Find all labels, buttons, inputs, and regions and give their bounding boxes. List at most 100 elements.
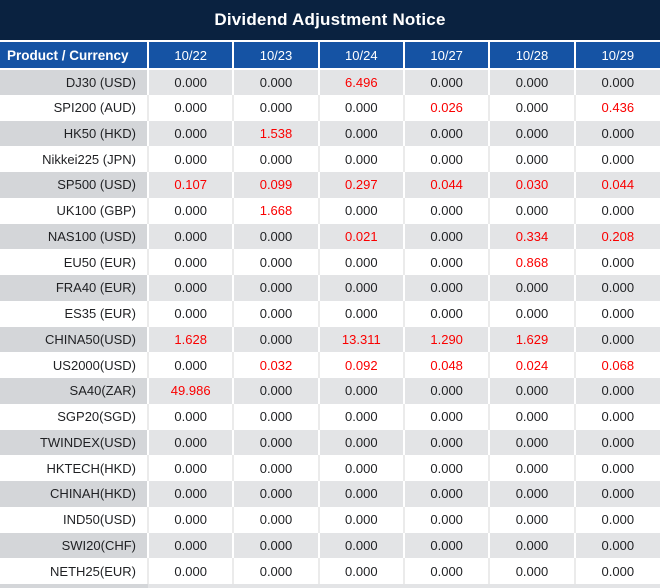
value-cell: 0.000 [402,532,490,559]
value-cell: 0.026 [402,94,490,121]
value-cell: 0.030 [488,172,575,198]
value-cell: 0.000 [488,94,575,121]
date-header: 10/23 [232,40,319,70]
value-cell: 0.068 [573,352,660,378]
value-cell: 0.000 [146,223,234,250]
table-row: SPI200 (AUD) 0.000 0.000 0.000 0.026 0.000 0.4… [0,94,660,121]
value-cell: 0.000 [232,429,319,456]
value-cell: 6.496 [317,69,404,95]
value-cell: 1.538 [232,120,319,147]
value-cell: 1.668 [232,197,319,224]
value-cell: 0.000 [573,403,660,430]
value-cell: 0.000 [317,197,404,224]
value-cell: 0.000 [232,455,319,481]
value-cell: 0.092 [317,352,404,378]
product-cell: TWINDEX(USD) [0,429,148,456]
value-cell: 1.290 [402,326,490,353]
title-bar: Dividend Adjustment Notice [0,0,660,40]
product-cell: HK50 (HKD) [0,120,148,147]
value-cell: 0.000 [488,300,575,327]
value-cell: 0.000 [488,197,575,224]
table-row: CHINAH(HKD) 0.000 0.000 0.000 0.000 0.000 0.00… [0,481,660,507]
value-cell: 0.000 [488,558,575,584]
value-cell: 0.000 [402,223,490,250]
value-cell: 0.000 [402,403,490,430]
product-cell: ES35 (EUR) [0,300,148,327]
value-cell: 0.000 [146,275,234,301]
table-row: ES35 (EUR) 0.000 0.000 0.000 0.000 0.000 0.000 [0,300,660,327]
value-cell: 0.000 [232,506,319,533]
value-cell: 0.208 [573,223,660,250]
table-row: SWI20(CHF) 0.000 0.000 0.000 0.000 0.000 0.000 [0,532,660,559]
value-cell: 0.044 [402,172,490,198]
date-header: 10/27 [402,40,490,70]
value-cell: 0.032 [232,352,319,378]
value-cell: 13.311 [317,326,404,353]
value-cell: 0.000 [573,506,660,533]
value-cell: 0.000 [317,120,404,147]
value-cell: 0.000 [488,146,575,172]
value-cell: 0.000 [232,378,319,404]
value-cell: 0.000 [402,249,490,275]
value-cell: 0.000 [488,455,575,481]
date-header: 10/29 [573,40,660,70]
product-cell: Nikkei225 (JPN) [0,146,148,172]
value-cell: 0.000 [573,558,660,584]
value-cell: 0.000 [488,532,575,559]
value-cell: 0.000 [317,378,404,404]
product-cell: SWI20(CHF) [0,532,148,559]
value-cell: 1.629 [488,326,575,353]
value-cell: 0.048 [402,352,490,378]
next-row-sliver-values [148,584,660,588]
value-cell: 0.044 [573,172,660,198]
value-cell: 0.334 [488,223,575,250]
value-cell: 0.000 [573,481,660,507]
date-header: 10/28 [488,40,575,70]
value-cell: 0.436 [573,94,660,121]
next-row-sliver-product [0,584,148,588]
value-cell: 0.000 [402,558,490,584]
product-currency-header: Product / Currency [0,40,148,70]
value-cell: 0.000 [146,429,234,456]
product-cell: EU50 (EUR) [0,249,148,275]
table-row: SGP20(SGD) 0.000 0.000 0.000 0.000 0.000 0.000 [0,403,660,430]
value-cell: 0.000 [146,300,234,327]
next-row-sliver [0,584,660,588]
value-cell: 0.000 [573,146,660,172]
value-cell: 0.000 [573,300,660,327]
product-cell: SA40(ZAR) [0,378,148,404]
value-cell: 0.000 [317,506,404,533]
value-cell: 0.000 [146,558,234,584]
value-cell: 0.000 [573,120,660,147]
product-cell: SGP20(SGD) [0,403,148,430]
value-cell: 0.297 [317,172,404,198]
value-cell: 0.000 [232,69,319,95]
table-row: SP500 (USD) 0.107 0.099 0.297 0.044 0.030 0.04… [0,172,660,198]
value-cell: 0.000 [146,532,234,559]
product-cell: US2000(USD) [0,352,148,378]
value-cell: 0.000 [232,558,319,584]
table-row: TWINDEX(USD) 0.000 0.000 0.000 0.000 0.000 0.0… [0,429,660,456]
value-cell: 0.000 [232,249,319,275]
value-cell: 0.000 [402,197,490,224]
value-cell: 0.000 [146,120,234,147]
table-body: DJ30 (USD) 0.000 0.000 6.496 0.000 0.000 0.000… [0,69,660,584]
value-cell: 0.000 [232,223,319,250]
value-cell: 0.000 [146,146,234,172]
value-cell: 0.000 [402,506,490,533]
value-cell: 0.000 [317,146,404,172]
value-cell: 0.000 [317,429,404,456]
date-header: 10/22 [146,40,234,70]
value-cell: 0.000 [573,197,660,224]
value-cell: 0.000 [573,532,660,559]
value-cell: 0.021 [317,223,404,250]
table-row: US2000(USD) 0.000 0.032 0.092 0.048 0.024 0.06… [0,352,660,378]
product-cell: CHINAH(HKD) [0,481,148,507]
value-cell: 0.000 [232,481,319,507]
date-header: 10/24 [317,40,404,70]
value-cell: 0.000 [317,300,404,327]
product-cell: SP500 (USD) [0,172,148,198]
product-cell: NETH25(EUR) [0,558,148,584]
value-cell: 0.000 [146,506,234,533]
table-row: DJ30 (USD) 0.000 0.000 6.496 0.000 0.000 0.000 [0,69,660,95]
